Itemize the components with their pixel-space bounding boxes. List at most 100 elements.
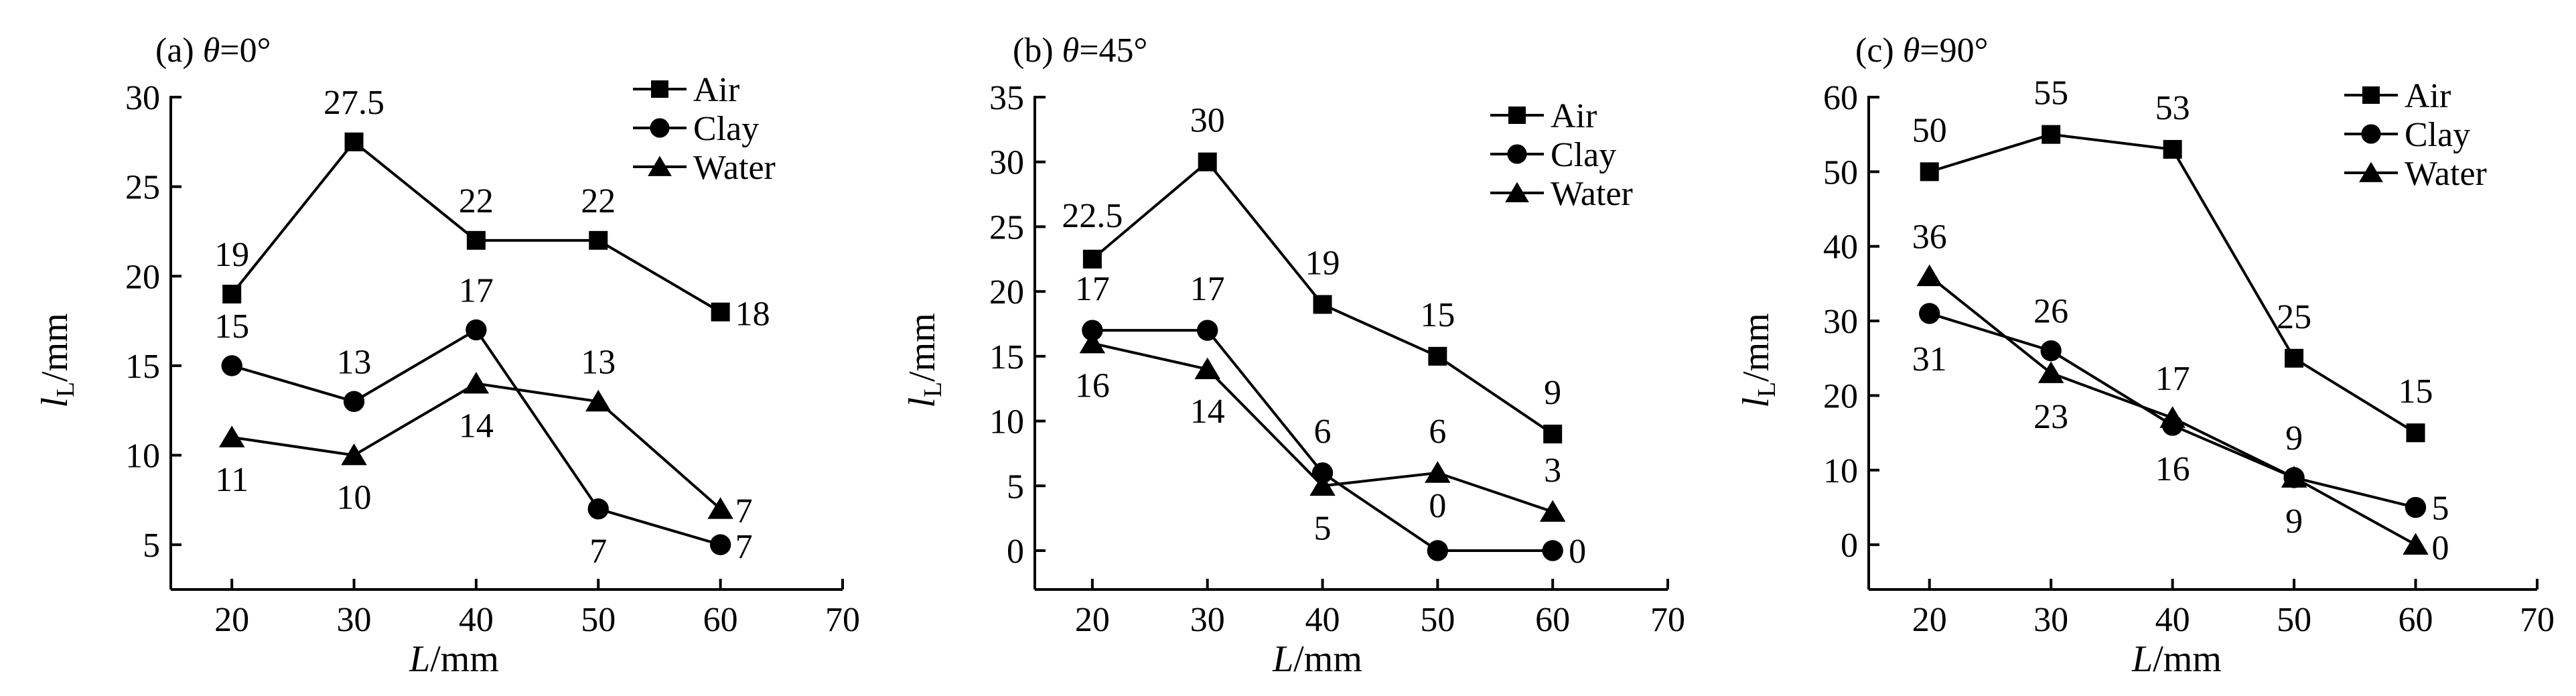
panel-a-series-air-point <box>344 132 364 151</box>
panel-a-series-clay-point <box>343 391 365 413</box>
panel-c-y-tick-label: 40 <box>1823 228 1858 267</box>
panel-c-legend-marker <box>2361 124 2381 144</box>
panel-c-y-tick-label: 50 <box>1823 153 1858 192</box>
panel-c-x-tick-label: 30 <box>2033 601 2068 639</box>
panel-a-series-air-point <box>222 285 242 303</box>
panel-b: (b) θ=45° L/mm lL/mm 20 30 40 50 60 700510152… <box>902 31 1685 680</box>
panel-b-data-label: 6 <box>1314 413 1332 451</box>
panel-a-y-tick-label: 25 <box>125 169 160 207</box>
panel-a-data-label: 18 <box>735 295 770 334</box>
panel-a-series-clay-point <box>466 319 487 341</box>
panel-b-x-axis-title: L/mm <box>1272 638 1362 680</box>
panel-b-x-tick-label: 50 <box>1420 601 1455 639</box>
panel-c-y-tick-label: 30 <box>1823 303 1858 341</box>
panel-c-series-air-point <box>2406 423 2425 443</box>
panel-b-series-clay-point <box>1082 320 1103 341</box>
panel-a-legend-label: Air <box>693 71 739 109</box>
panel-b-series-air-point <box>1543 424 1563 443</box>
panel-b-data-label: 22.5 <box>1062 197 1123 235</box>
panel-c-data-label: 25 <box>2277 298 2311 336</box>
panel-b-series-water-point <box>1539 500 1566 522</box>
panel-b-y-tick-label: 20 <box>989 273 1024 311</box>
panel-a-data-label: 7 <box>735 528 753 566</box>
panel-a-series-water-point <box>218 425 245 447</box>
panel-c-y-tick-label: 10 <box>1823 452 1858 490</box>
panel-c-legend-marker <box>2359 161 2383 182</box>
panel-a-series-water-point <box>463 372 490 394</box>
panel-c-series-clay-point <box>2040 340 2062 362</box>
panel-b-y-tick-label: 35 <box>989 79 1024 117</box>
panel-c-title: (c) θ=90° <box>1855 31 1988 70</box>
panel-c-data-label: 0 <box>2432 529 2449 567</box>
panel-b-series-clay-point <box>1542 540 1563 561</box>
panel-b-y-tick-label: 30 <box>989 144 1024 182</box>
panel-c-data-label: 9 <box>2285 502 2303 541</box>
panel-b-data-label: 14 <box>1190 393 1225 431</box>
panel-c-y-axis-title: lL/mm <box>1735 313 1781 407</box>
panel-c-data-label: 16 <box>2155 450 2190 488</box>
panel-a-data-label: 10 <box>337 479 372 517</box>
panel-c-data-label: 26 <box>2033 293 2068 331</box>
panel-b-y-tick-label: 25 <box>989 208 1024 247</box>
panel-a-data-label: 17 <box>459 271 494 309</box>
panel-c-data-label: 50 <box>1912 111 1947 149</box>
panel-c-y-tick-label: 60 <box>1823 79 1858 117</box>
panel-b-y-axis-title: lL/mm <box>902 313 947 407</box>
panel-a-series-air-point <box>711 302 730 322</box>
panel-c-series-water-point <box>1916 264 1942 287</box>
panel-a-x-tick-label: 60 <box>703 601 738 639</box>
panel-a-series-water-point <box>585 389 612 412</box>
panel-c-data-label: 9 <box>2285 419 2303 458</box>
panel-a-data-label: 13 <box>581 343 616 381</box>
panel-b-legend-marker <box>1507 144 1527 164</box>
panel-a-data-label: 22 <box>459 182 494 220</box>
panel-b-legend-label: Air <box>1551 97 1597 135</box>
panel-a-y-tick-label: 30 <box>125 79 160 117</box>
panel-c-data-label: 55 <box>2033 74 2068 113</box>
panel-a-data-label: 13 <box>337 343 372 381</box>
panel-a-x-tick-label: 30 <box>337 601 372 639</box>
panel-c-series-air-point <box>2163 139 2182 159</box>
panel-c-data-label: 23 <box>2033 398 2068 436</box>
panel-b-data-label: 17 <box>1190 270 1225 308</box>
panel-b-series-clay-point <box>1311 462 1334 484</box>
panel-a-title: (a) θ=0° <box>155 31 271 70</box>
panel-b-legend-label: Water <box>1551 175 1633 213</box>
panel-a-legend-marker <box>648 155 672 176</box>
panel-a-y-tick-label: 5 <box>143 527 160 565</box>
panel-b-title: (b) θ=45° <box>1013 31 1147 70</box>
panel-b-legend-marker <box>1505 182 1529 202</box>
panel-a-series-water-point <box>707 497 733 519</box>
panel-b-y-tick-label: 5 <box>1007 468 1024 506</box>
panel-b-data-label: 0 <box>1429 487 1446 525</box>
panel-c-series-water-point <box>2037 361 2064 383</box>
panel-a-x-tick-label: 50 <box>581 601 616 639</box>
panel-a-data-label: 19 <box>214 236 249 274</box>
panel-b-series-water-point <box>1309 474 1336 496</box>
panel-b-data-label: 17 <box>1075 270 1110 308</box>
panel-b-x-tick-label: 30 <box>1190 601 1225 639</box>
panel-a-series-clay-point <box>221 355 242 376</box>
panel-c-x-tick-label: 50 <box>2277 601 2311 639</box>
panel-c-series-air-point <box>2042 125 2061 144</box>
panel-a-y-tick-label: 15 <box>125 348 160 386</box>
panel-b-series-clay-point <box>1427 540 1449 561</box>
panel-c-series-water-point <box>2403 533 2429 555</box>
panel-c-series-air-point <box>2285 348 2304 368</box>
panel-b-data-label: 19 <box>1305 244 1340 282</box>
panel-b-data-label: 16 <box>1075 367 1110 405</box>
panel-c-series-water-point <box>2159 406 2186 428</box>
panel-c-data-label: 53 <box>2155 89 2190 127</box>
panel-a-series-water-point <box>341 443 367 466</box>
panel-a-y-axis-title: lL/mm <box>34 313 80 407</box>
panel-c-legend-label: Clay <box>2405 116 2470 154</box>
panel-c-series-clay-point <box>1919 303 1940 324</box>
panel-a-legend-marker <box>651 80 668 98</box>
panel-c-series-clay-point <box>2405 496 2427 518</box>
panel-c-series-water-point <box>2281 466 2307 488</box>
panel-b-y-tick-label: 15 <box>989 338 1024 376</box>
panel-b-legend-marker <box>1508 107 1526 124</box>
panel-b-x-tick-label: 20 <box>1075 601 1110 639</box>
